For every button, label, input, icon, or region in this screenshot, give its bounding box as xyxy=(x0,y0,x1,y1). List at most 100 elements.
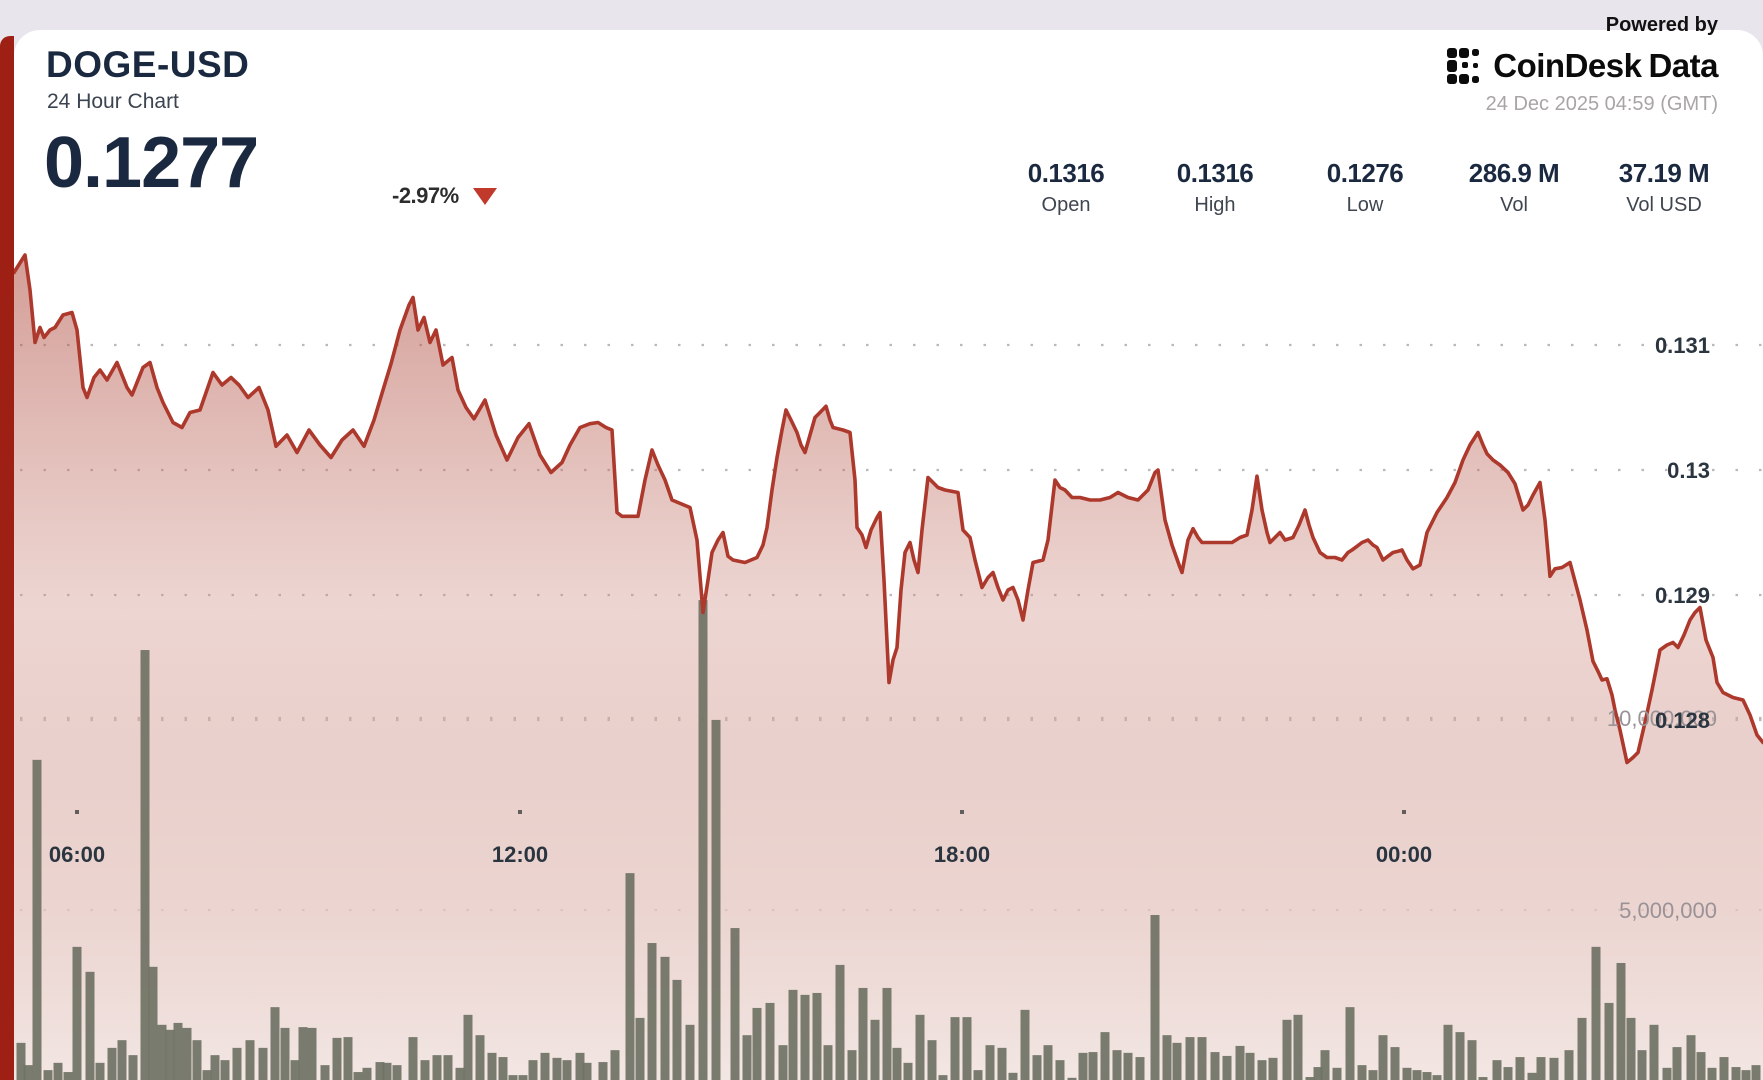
volume-bar xyxy=(1008,1072,1018,1080)
volume-bar xyxy=(1135,1057,1145,1080)
volume-bar xyxy=(1412,1070,1422,1080)
volume-bar xyxy=(892,1047,902,1080)
coindesk-logo[interactable]: CoinDesk Data xyxy=(1446,47,1718,85)
stat-value: 286.9 M xyxy=(1468,158,1560,188)
volume-bar xyxy=(660,956,670,1080)
volume-bar xyxy=(455,1067,465,1080)
volume-bar xyxy=(730,928,740,1080)
volume-bar xyxy=(16,1042,26,1080)
volume-bar xyxy=(1210,1052,1220,1080)
volume-bar xyxy=(343,1037,353,1080)
volume-bar xyxy=(210,1055,220,1080)
volume-bar xyxy=(1591,946,1601,1080)
volume-bar xyxy=(950,1017,960,1080)
volume-bar xyxy=(915,1014,925,1080)
volume-bar xyxy=(353,1072,363,1080)
volume-bar xyxy=(518,1075,528,1080)
time-tick-mark xyxy=(1402,810,1406,814)
price-axis-label: 0.13 xyxy=(1667,458,1710,483)
volume-bar xyxy=(1305,1077,1315,1080)
volume-bar xyxy=(1422,1072,1432,1080)
volume-bar xyxy=(1185,1037,1195,1080)
volume-bar xyxy=(1741,1070,1751,1080)
volume-bar xyxy=(1078,1052,1088,1080)
volume-bar xyxy=(463,1014,473,1080)
volume-bar xyxy=(443,1055,453,1080)
volume-bar xyxy=(128,1055,138,1080)
time-axis-label: 12:00 xyxy=(492,842,548,867)
chart-subtitle: 24 Hour Chart xyxy=(47,90,179,113)
volume-bar xyxy=(1368,1070,1378,1080)
down-triangle-icon xyxy=(472,187,497,205)
volume-bar xyxy=(973,1070,983,1080)
volume-bar xyxy=(85,971,95,1080)
volume-bar xyxy=(635,1017,645,1080)
volume-bar xyxy=(43,1070,53,1080)
volume-bar xyxy=(562,1060,572,1080)
stat-label: Low xyxy=(1346,194,1384,216)
time-tick-mark xyxy=(960,810,964,814)
volume-bar xyxy=(1222,1055,1232,1080)
volume-bar xyxy=(752,1007,762,1080)
volume-bar xyxy=(280,1027,290,1080)
volume-bar xyxy=(1055,1060,1065,1080)
volume-bar xyxy=(647,943,657,1080)
volume-axis-label: 10,000,000 xyxy=(1607,706,1717,731)
volume-bar xyxy=(475,1035,485,1080)
volume-bar xyxy=(1455,1032,1465,1080)
stat-value: 37.19 M xyxy=(1618,158,1710,188)
volume-bar xyxy=(1626,1017,1636,1080)
time-axis-label: 06:00 xyxy=(49,842,105,867)
volume-bar xyxy=(332,1037,342,1080)
volume-bar xyxy=(997,1047,1007,1080)
volume-bar xyxy=(778,1045,788,1080)
stat-value: 0.1316 xyxy=(1176,158,1254,188)
volume-bar xyxy=(575,1052,585,1080)
volume-bar xyxy=(1402,1067,1412,1080)
volume-bar xyxy=(1123,1052,1133,1080)
volume-bar xyxy=(582,1062,592,1080)
volume-bar xyxy=(1320,1050,1330,1080)
volume-bar xyxy=(1564,1050,1574,1080)
volume-bar xyxy=(903,1062,913,1080)
volume-bar xyxy=(1649,1024,1659,1080)
price-axis-label: 0.129 xyxy=(1655,583,1710,608)
price-area-fill xyxy=(14,255,1763,1080)
volume-bar xyxy=(1577,1017,1587,1080)
volume-bar xyxy=(1172,1042,1182,1080)
volume-bar xyxy=(307,1027,317,1080)
volume-bar xyxy=(202,1070,212,1080)
volume-bar xyxy=(962,1017,972,1080)
volume-bar xyxy=(1503,1067,1513,1080)
volume-bar xyxy=(698,600,708,1080)
volume-bar xyxy=(528,1060,538,1080)
volume-bar xyxy=(508,1075,518,1080)
volume-bar xyxy=(1088,1052,1098,1080)
volume-bar xyxy=(1067,1077,1077,1080)
volume-bar xyxy=(487,1052,497,1080)
volume-bar xyxy=(1313,1067,1323,1080)
volume-bar xyxy=(72,946,82,1080)
powered-by-label: Powered by xyxy=(1605,14,1718,36)
volume-bar xyxy=(1432,1075,1442,1080)
volume-bar xyxy=(1707,1067,1717,1080)
volume-bar xyxy=(148,966,158,1080)
volume-bar xyxy=(173,1022,183,1080)
volume-bar xyxy=(1492,1060,1502,1080)
volume-bar xyxy=(685,1024,695,1080)
volume-bar xyxy=(362,1067,372,1080)
volume-bar xyxy=(870,1019,880,1080)
volume-bar xyxy=(823,1045,833,1080)
ohlc-stats-row: 0.1316 Open 0.1316 High 0.1276 Low 286.9 M Vol 3… xyxy=(0,158,1763,238)
volume-bar xyxy=(1150,914,1160,1080)
volume-bar xyxy=(140,650,150,1080)
coindesk-logo-text: CoinDesk Data xyxy=(1493,47,1718,84)
volume-bar xyxy=(63,1072,73,1080)
stat-label: Open xyxy=(1041,194,1091,216)
volume-bar xyxy=(53,1062,63,1080)
volume-bar xyxy=(552,1057,562,1080)
volume-bar xyxy=(711,719,721,1080)
volume-bar xyxy=(1616,962,1626,1080)
